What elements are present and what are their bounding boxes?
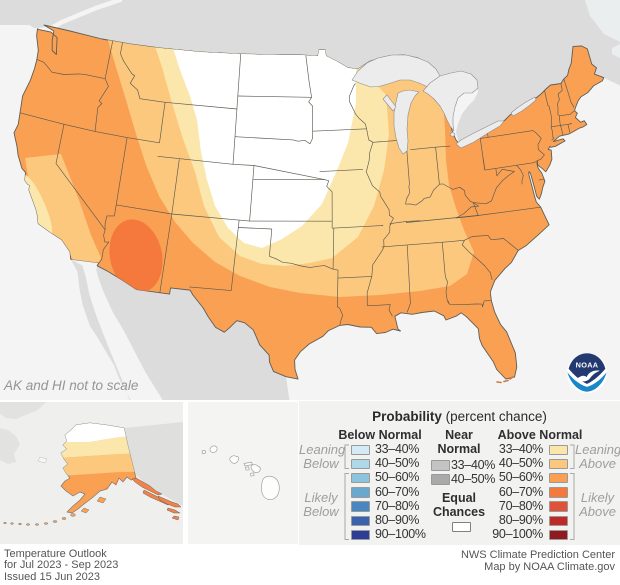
- svg-text:NOAA: NOAA: [576, 361, 599, 370]
